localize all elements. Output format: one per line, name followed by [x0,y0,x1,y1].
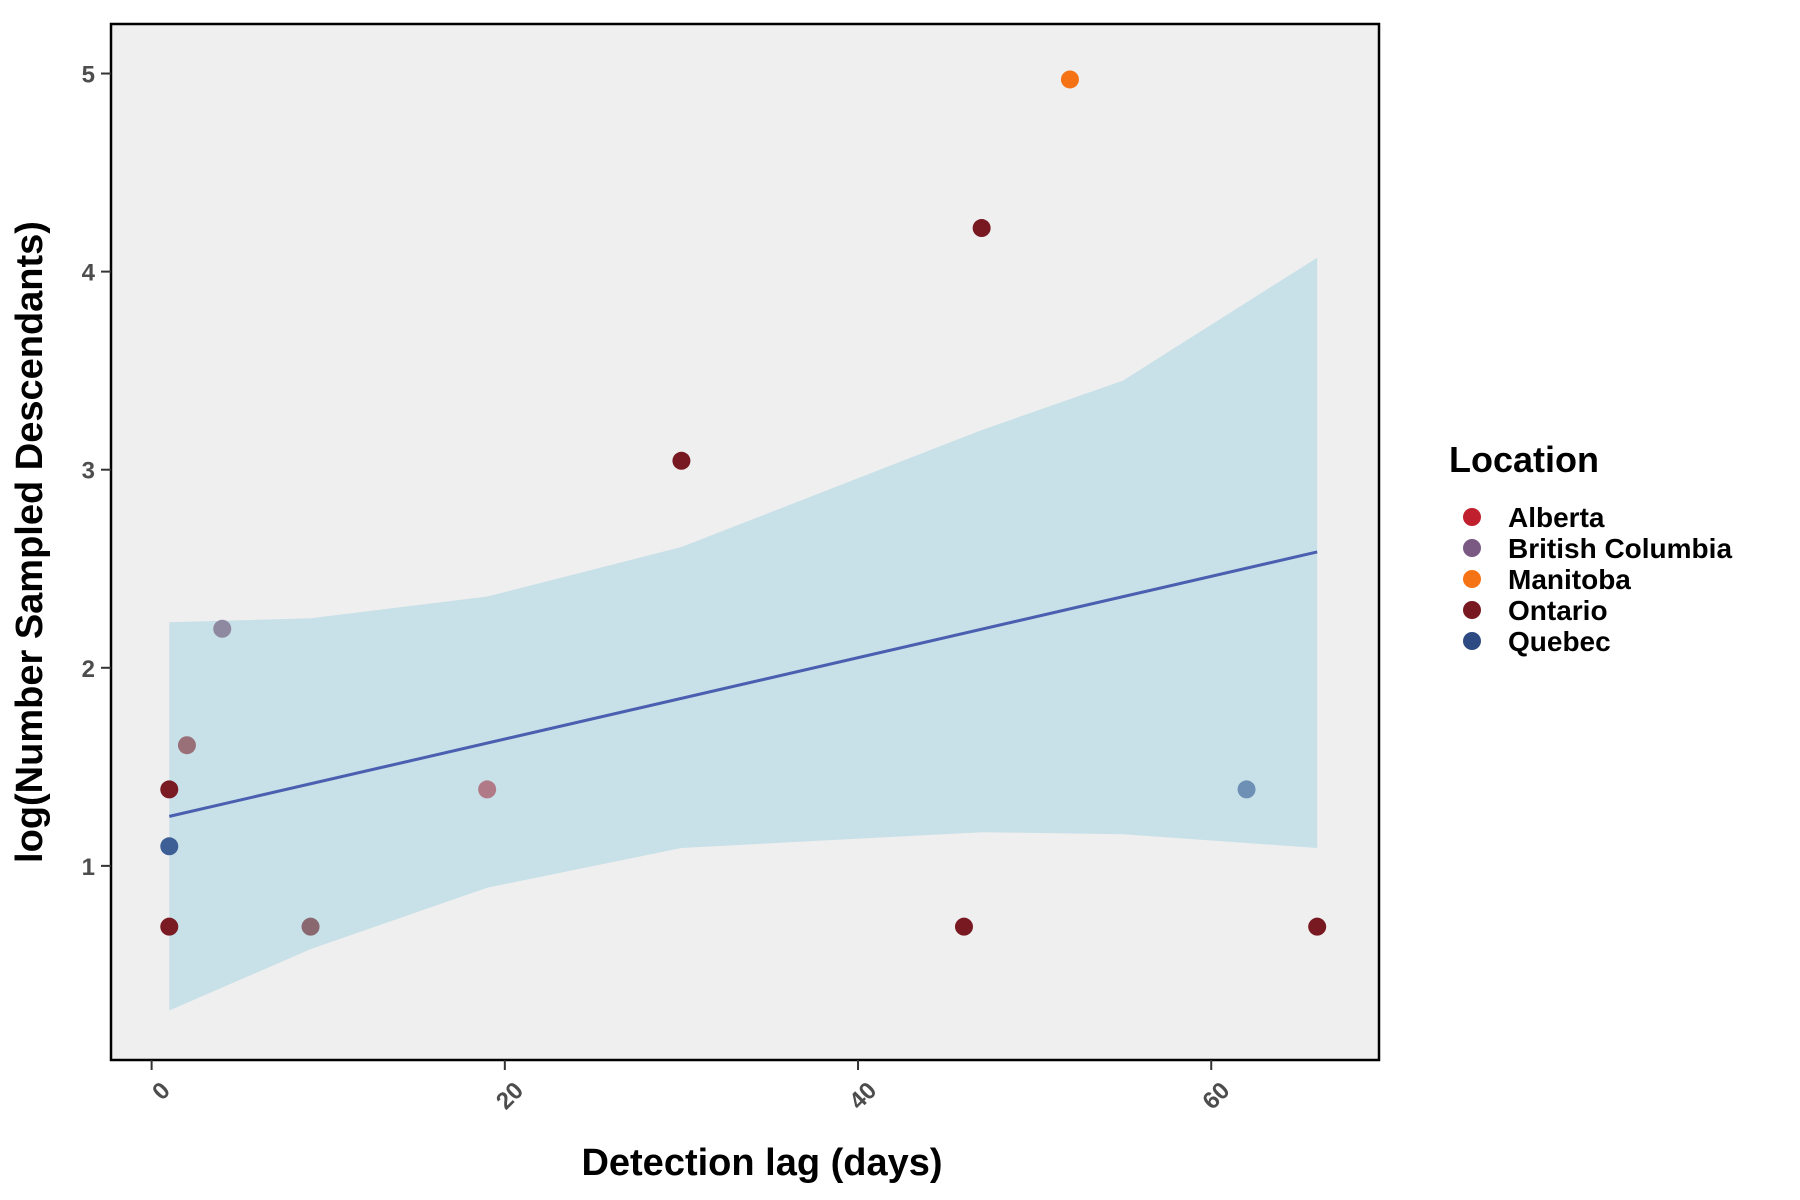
fit-line-layer [168,550,1318,818]
y-tick-label: 4 [82,260,96,287]
y-axis-title: log(Number Sampled Descendants) [9,221,51,863]
y-tick-label: 2 [82,656,95,683]
legend-key [1463,539,1481,557]
data-point [160,917,179,936]
x-tick-label: 40 [844,1077,882,1115]
data-point [1308,917,1327,936]
x-tick-label: 0 [147,1077,176,1106]
fit-line [168,550,1318,818]
x-tick-label: 60 [1197,1077,1235,1115]
legend-label: Quebec [1508,626,1611,657]
legend-label: Alberta [1508,502,1605,533]
confidence-band-layer [169,257,1318,1011]
plot-border [109,22,1381,1062]
legend-key [1463,632,1481,650]
legend-key [1463,570,1481,588]
legend-key [1463,601,1481,619]
data-point [1060,70,1079,89]
y-tick-label: 5 [82,62,95,89]
data-point [478,780,497,799]
legend-label: Manitoba [1508,564,1631,595]
y-tick-label: 1 [82,854,95,881]
x-tick-label: 20 [491,1077,529,1115]
legend-label: British Columbia [1508,533,1732,564]
data-point [177,736,196,755]
data-point [1237,780,1256,799]
data-point [160,837,179,856]
confidence-band [169,257,1318,1011]
legend-label: Ontario [1508,595,1608,626]
data-point [213,619,232,638]
data-point [160,780,179,799]
legend-title: Location [1449,439,1599,480]
data-point [672,451,691,470]
x-axis-title: Detection lag (days) [581,1142,942,1184]
y-tick-label: 3 [82,458,95,485]
data-point [972,219,991,238]
data-point [301,917,320,936]
data-point [954,917,973,936]
points-layer [160,70,1327,936]
x-axis: 0 20 40 60 [147,1060,1235,1115]
y-axis: 1 2 3 4 5 [82,62,111,881]
legend-key [1463,508,1481,526]
